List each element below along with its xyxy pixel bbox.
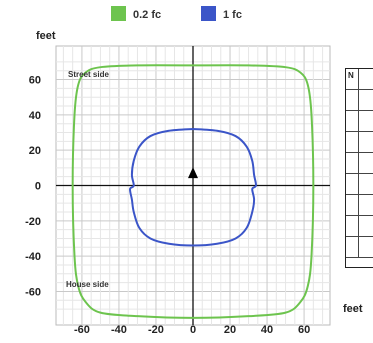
legend-label-0: 0.2 fc [133, 9, 161, 21]
table-cell [358, 174, 359, 194]
table-row [346, 237, 373, 258]
series-line-1 [129, 127, 257, 247]
legend-swatch-0 [111, 6, 126, 21]
y-tick-label: 60 [29, 75, 41, 87]
x-tick-label: 40 [261, 324, 273, 336]
table-row [346, 132, 373, 153]
table-cell [358, 195, 359, 215]
x-tick-label: 20 [224, 324, 236, 336]
series-layer [71, 64, 315, 319]
fixture-marker [188, 167, 198, 179]
table-cell [358, 132, 359, 152]
table-cell [358, 216, 359, 236]
y-tick-label: -40 [25, 251, 41, 263]
table-cell [358, 153, 359, 173]
table-row [346, 174, 373, 195]
table-row [346, 90, 373, 111]
table-cell [358, 90, 359, 110]
x-tick-label: 0 [190, 324, 196, 336]
axes [56, 46, 330, 325]
side-table: N [345, 68, 373, 268]
table-cell [358, 69, 359, 89]
y-tick-label: 40 [29, 110, 41, 122]
table-row: N [346, 69, 373, 90]
y-tick-label: -20 [25, 216, 41, 228]
table-cell [358, 237, 359, 257]
x-tick-label: -20 [148, 324, 164, 336]
y-tick-label: -60 [25, 286, 41, 298]
x-axis-unit-label: feet [343, 303, 363, 315]
table-row [346, 216, 373, 237]
table-cell [358, 111, 359, 131]
series-line-0 [71, 64, 315, 319]
legend: 0.2 fc 1 fc [111, 6, 242, 21]
table-row [346, 195, 373, 216]
legend-label-1: 1 fc [223, 9, 242, 21]
y-tick-label: 0 [35, 181, 41, 193]
table-header: N [348, 71, 354, 80]
table-row [346, 153, 373, 174]
annotation-house-side: House side [66, 280, 109, 289]
y-tick-label: 20 [29, 145, 41, 157]
x-tick-label: -60 [74, 324, 90, 336]
x-tick-label: 60 [298, 324, 310, 336]
legend-swatch-1 [201, 6, 216, 21]
table-row [346, 111, 373, 132]
y-axis-label: feet [36, 30, 56, 42]
annotation-street-side: Street side [68, 70, 109, 79]
tick-labels: -60 -40 -20 0 20 40 60 60 40 20 0 -20 -40 -60 [25, 75, 310, 336]
x-tick-label: -40 [111, 324, 127, 336]
